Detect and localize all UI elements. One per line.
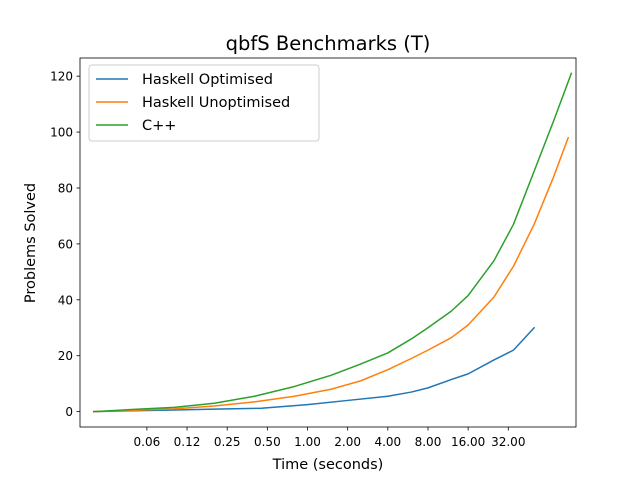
x-axis-label: Time (seconds) [272, 457, 384, 473]
y-tick-label: 100 [50, 126, 73, 140]
legend-frame [88, 64, 320, 142]
x-tick-label: 16.00 [451, 435, 485, 449]
x-tick-label: 2.00 [334, 435, 361, 449]
x-tick-label: 8.00 [415, 435, 442, 449]
series-line-1 [93, 136, 570, 413]
legend: Haskell Optimised Haskell Unoptimised C++ [88, 64, 320, 142]
series-line-2 [93, 72, 573, 413]
axes-frame [79, 57, 577, 428]
y-axis-label: Problems Solved [23, 183, 39, 303]
legend-label-2: C++ [142, 118, 176, 134]
x-tick-label: 0.50 [254, 435, 281, 449]
x-tick-label: 0.25 [214, 435, 241, 449]
x-tick-label: 32.00 [491, 435, 525, 449]
y-tick-label: 20 [58, 349, 73, 363]
x-tick-label: 0.12 [174, 435, 201, 449]
x-tick-label: 1.00 [294, 435, 321, 449]
plot-area: 0.06 0.12 0.25 0.50 1.00 2.00 4.00 8.00 16.00 32.… [50, 57, 577, 449]
x-tick-label: 0.06 [134, 435, 161, 449]
legend-label-0: Haskell Optimised [142, 72, 273, 88]
y-tick-label: 0 [65, 405, 73, 419]
y-tick-label: 80 [58, 181, 73, 195]
chart-title: qbfS Benchmarks (T) [226, 32, 431, 55]
x-tick-label: 4.00 [374, 435, 401, 449]
series-line-0 [93, 326, 536, 413]
legend-label-1: Haskell Unoptimised [142, 95, 290, 111]
y-tick-label: 60 [58, 237, 73, 251]
y-tick-label: 120 [50, 70, 73, 84]
y-tick-label: 40 [58, 293, 73, 307]
